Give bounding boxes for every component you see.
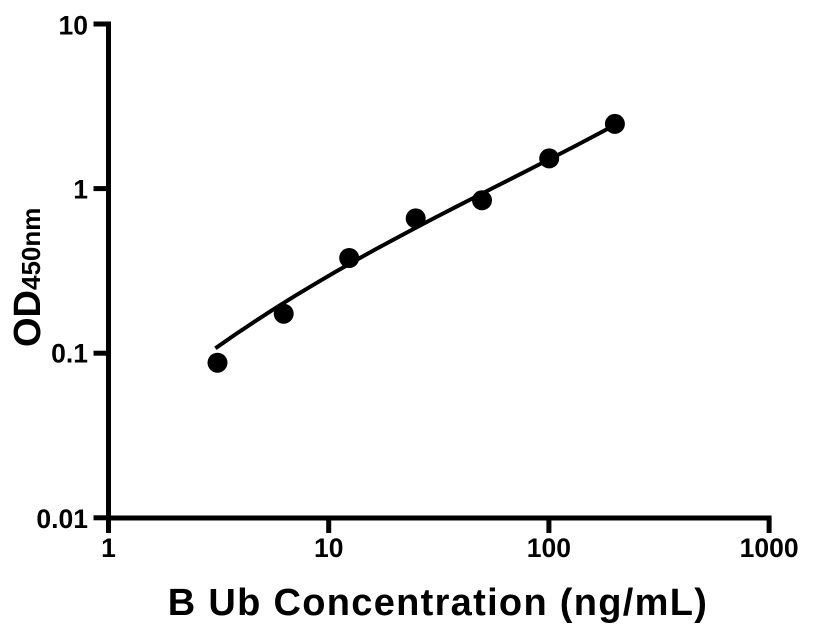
svg-text:0.01: 0.01 xyxy=(36,504,88,534)
svg-text:1: 1 xyxy=(101,533,116,563)
svg-text:1: 1 xyxy=(73,175,88,205)
svg-text:1000: 1000 xyxy=(740,533,799,563)
svg-text:10: 10 xyxy=(314,533,343,563)
svg-text:100: 100 xyxy=(527,533,571,563)
svg-text:0.1: 0.1 xyxy=(51,339,88,369)
svg-text:10: 10 xyxy=(59,11,88,41)
svg-text:B Ub Concentration (ng/mL): B Ub Concentration (ng/mL) xyxy=(168,582,708,624)
